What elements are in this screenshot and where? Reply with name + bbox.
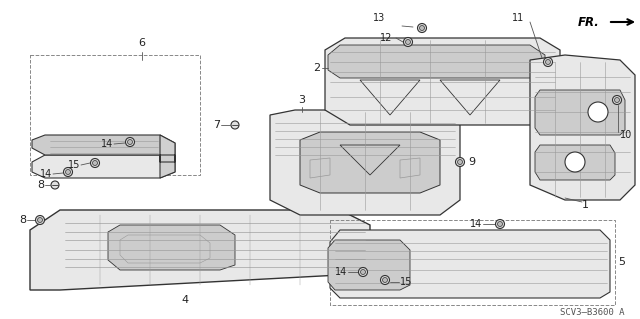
Circle shape: [406, 40, 410, 44]
Text: 1: 1: [582, 200, 589, 210]
Text: SCV3–B3600 A: SCV3–B3600 A: [561, 308, 625, 317]
Text: 11: 11: [512, 13, 524, 23]
Circle shape: [125, 137, 134, 146]
Polygon shape: [300, 132, 440, 193]
Circle shape: [588, 102, 608, 122]
Polygon shape: [535, 145, 615, 180]
Circle shape: [565, 152, 585, 172]
Text: 14: 14: [100, 139, 113, 149]
Circle shape: [35, 216, 45, 225]
Polygon shape: [328, 240, 410, 290]
Circle shape: [381, 276, 390, 285]
Circle shape: [358, 268, 367, 277]
Polygon shape: [108, 225, 235, 270]
Circle shape: [360, 270, 365, 274]
Circle shape: [497, 221, 502, 226]
Circle shape: [543, 57, 552, 66]
Circle shape: [612, 95, 621, 105]
Polygon shape: [270, 110, 460, 215]
Text: 8: 8: [37, 180, 44, 190]
Circle shape: [614, 98, 620, 102]
Text: 12: 12: [380, 33, 392, 43]
Text: 7: 7: [213, 120, 220, 130]
Circle shape: [458, 160, 463, 165]
Polygon shape: [530, 55, 635, 200]
Polygon shape: [328, 45, 545, 78]
Text: 15: 15: [68, 160, 80, 170]
Text: 4: 4: [181, 295, 189, 305]
Text: 2: 2: [313, 63, 320, 73]
Text: 5: 5: [618, 257, 625, 267]
Polygon shape: [32, 155, 175, 178]
Text: 14: 14: [40, 169, 52, 179]
Circle shape: [417, 24, 426, 33]
Circle shape: [231, 121, 239, 129]
Polygon shape: [535, 90, 625, 135]
Polygon shape: [325, 38, 560, 125]
Circle shape: [403, 38, 413, 47]
Circle shape: [127, 139, 132, 145]
Polygon shape: [32, 135, 175, 155]
Circle shape: [420, 26, 424, 31]
Circle shape: [456, 158, 465, 167]
Circle shape: [495, 219, 504, 228]
Polygon shape: [330, 230, 610, 298]
Text: 6: 6: [138, 38, 145, 48]
Circle shape: [63, 167, 72, 176]
Text: 15: 15: [400, 277, 412, 287]
Circle shape: [65, 169, 70, 174]
Text: 13: 13: [373, 13, 385, 23]
Circle shape: [90, 159, 99, 167]
Polygon shape: [30, 210, 370, 290]
Text: FR.: FR.: [579, 16, 600, 28]
Circle shape: [51, 181, 59, 189]
Text: 9: 9: [468, 157, 475, 167]
Circle shape: [545, 60, 550, 64]
Text: 14: 14: [470, 219, 482, 229]
Circle shape: [383, 278, 387, 283]
Text: 8: 8: [19, 215, 26, 225]
Text: 14: 14: [335, 267, 347, 277]
Circle shape: [93, 160, 97, 166]
Text: 3: 3: [298, 95, 305, 105]
Text: 10: 10: [620, 130, 632, 140]
Polygon shape: [160, 135, 175, 178]
Circle shape: [38, 218, 42, 222]
